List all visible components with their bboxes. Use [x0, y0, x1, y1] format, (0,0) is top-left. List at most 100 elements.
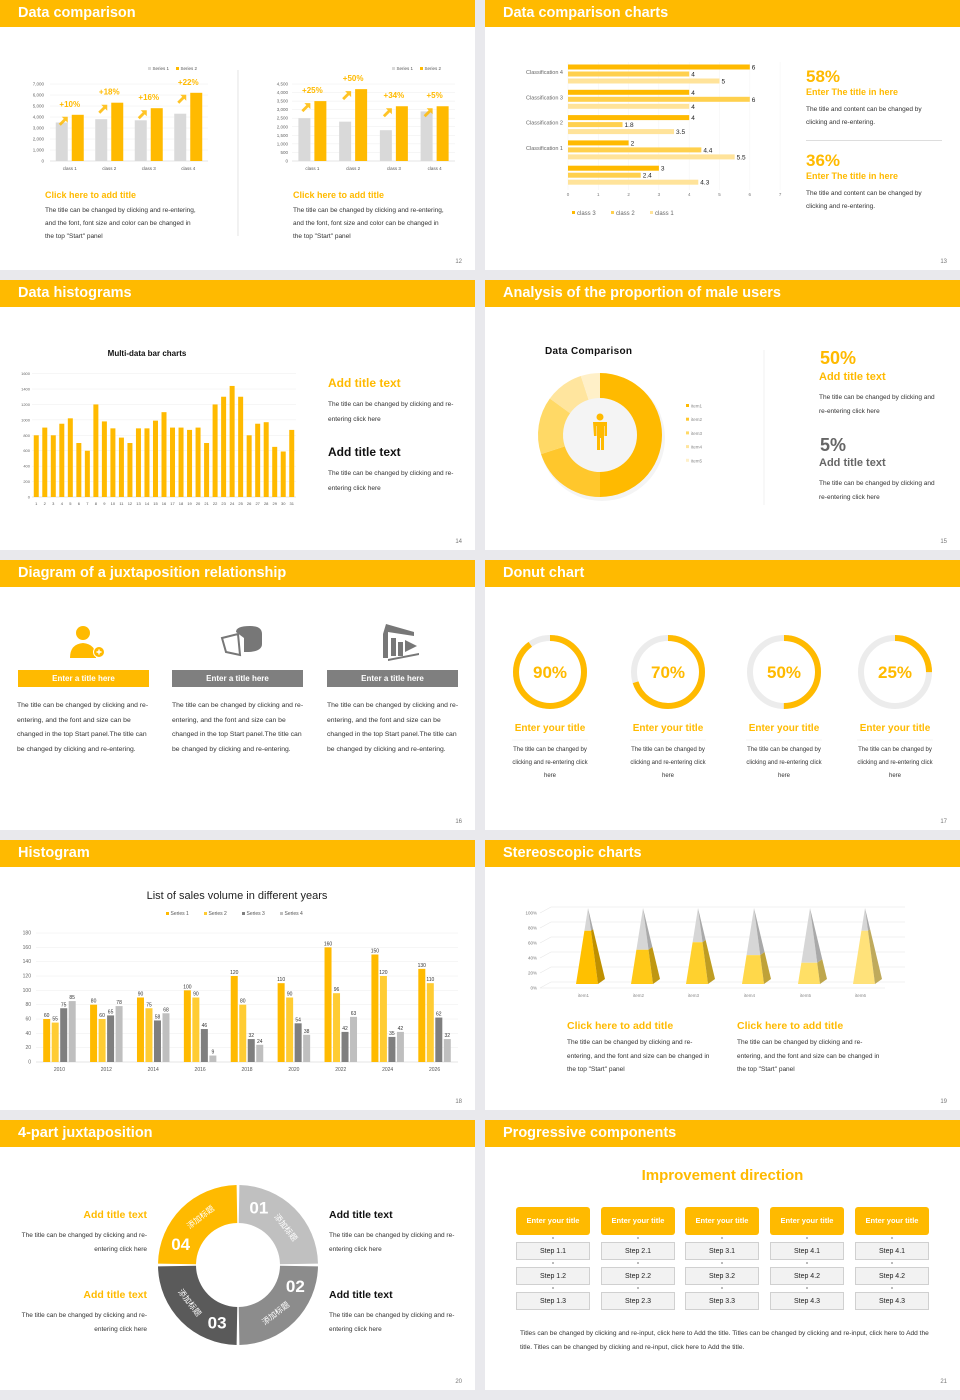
column-body[interactable]: The title can be changed by clicking and…	[327, 702, 459, 753]
item-body[interactable]: The title can be changed by clicking and…	[746, 747, 822, 779]
segment-number: 03	[208, 1313, 227, 1332]
stat-body[interactable]: The title and content can be changed by …	[806, 106, 922, 126]
connector-dot	[806, 1287, 808, 1289]
growth-annotation: +10%	[59, 100, 80, 109]
block-body[interactable]: The title can be changed by clicking and…	[329, 1312, 455, 1333]
block-title[interactable]: Add title text	[83, 1289, 147, 1301]
column-title-button[interactable]: Enter your title	[685, 1207, 759, 1235]
bar	[568, 147, 702, 153]
item-body[interactable]: The title can be changed by clicking and…	[630, 747, 706, 779]
block-title[interactable]: Add title text	[83, 1209, 147, 1221]
block-title[interactable]: Click here to add title	[293, 190, 385, 200]
block-title[interactable]: Click here to add title	[45, 190, 137, 200]
gridline	[539, 936, 905, 944]
stat-title[interactable]: Enter The title in here	[806, 171, 899, 181]
gridline	[539, 981, 905, 989]
step-box[interactable]: Step 4.1	[770, 1242, 844, 1260]
bar	[289, 429, 295, 497]
column-body[interactable]: The title can be changed by clicking and…	[17, 702, 149, 753]
x-tick-label: 19	[187, 501, 192, 506]
x-tick-label: item5	[800, 993, 812, 998]
slide-title: Stereoscopic charts	[503, 845, 642, 861]
data-label: 60	[44, 1013, 50, 1019]
step-box[interactable]: Step 1.2	[516, 1267, 590, 1285]
stat-body[interactable]: The title and content can be changed by …	[806, 190, 922, 210]
bar	[55, 122, 68, 161]
stat-title[interactable]: Enter The title in here	[806, 87, 899, 97]
step-box[interactable]: Step 4.2	[855, 1267, 929, 1285]
step-box[interactable]: Step 4.2	[770, 1267, 844, 1285]
step-box[interactable]: Step 1.1	[516, 1242, 590, 1260]
item-title[interactable]: Enter your title	[859, 723, 931, 734]
item-title[interactable]: Enter your title	[748, 723, 820, 734]
column-title-button[interactable]: Enter your title	[770, 1207, 844, 1235]
column-title-button[interactable]: Enter your title	[855, 1207, 929, 1235]
x-tick-label: 24	[230, 501, 235, 506]
item-title[interactable]: Enter your title	[514, 723, 586, 734]
column-body[interactable]: The title can be changed by clicking and…	[172, 702, 304, 753]
step-box[interactable]: Step 4.3	[855, 1292, 929, 1310]
item-body[interactable]: The title can be changed by clicking and…	[857, 747, 933, 779]
step-box[interactable]: Step 3.3	[685, 1292, 759, 1310]
item-body[interactable]: The title can be changed by clicking and…	[512, 747, 588, 779]
block-body[interactable]: The title can be changed by clicking and…	[21, 1312, 147, 1333]
legend-label: Series 1	[397, 66, 414, 71]
column-title-button[interactable]: Enter your title	[601, 1207, 675, 1235]
x-tick-label: class 1	[63, 166, 78, 171]
bar	[568, 154, 735, 160]
step-box[interactable]: Step 3.2	[685, 1267, 759, 1285]
block-body[interactable]: The title can be changed by clicking and…	[21, 1232, 147, 1253]
block-body[interactable]: The title can be changed by clicking and…	[45, 207, 196, 240]
bar	[229, 385, 235, 497]
column-title-button[interactable]: Enter a title here	[327, 670, 458, 687]
block-body[interactable]: The title can be changed by clicking and…	[567, 1039, 710, 1073]
x-tick-label: 7	[779, 192, 782, 197]
block-title[interactable]: Add title text	[329, 1209, 393, 1221]
segment-number: 02	[286, 1277, 305, 1296]
data-label: 110	[426, 977, 434, 983]
slide-header: Progressive components	[485, 1120, 960, 1147]
block-body[interactable]: The title can be changed by clicking and…	[737, 1039, 880, 1073]
block-body[interactable]: The title can be changed by clicking and…	[328, 470, 454, 492]
stat-body[interactable]: The title can be changed by clicking and…	[819, 480, 935, 501]
step-box[interactable]: Step 3.1	[685, 1242, 759, 1260]
x-tick-label: 30	[281, 501, 286, 506]
y-tick-label: 0%	[530, 986, 537, 991]
block-title[interactable]: Click here to add title	[737, 1020, 844, 1032]
stat-title[interactable]: Add title text	[819, 371, 886, 383]
block-title[interactable]: Add title text	[328, 445, 401, 459]
block-title[interactable]: Click here to add title	[567, 1020, 674, 1032]
legend-label: item1	[691, 404, 703, 409]
column-title-button[interactable]: Enter a title here	[172, 670, 303, 687]
step-box[interactable]: Step 2.2	[601, 1267, 675, 1285]
data-label: 120	[379, 970, 388, 976]
y-tick-label: 600	[23, 448, 30, 453]
step-box[interactable]: Step 4.3	[770, 1292, 844, 1310]
data-label: 4	[691, 104, 695, 111]
slide-header: Data histograms	[0, 280, 475, 307]
bar	[256, 1044, 264, 1062]
pyramid-remainder	[861, 908, 868, 931]
pyramid-remainder	[746, 908, 761, 956]
column-title-button[interactable]: Enter your title	[516, 1207, 590, 1235]
block-title[interactable]: Add title text	[328, 376, 401, 390]
block-title[interactable]: Add title text	[329, 1289, 393, 1301]
footnote[interactable]: Titles can be changed by clicking and re…	[520, 1330, 929, 1351]
column-title-button[interactable]: Enter a title here	[18, 670, 149, 687]
stat-title[interactable]: Add title text	[819, 457, 886, 469]
block-body[interactable]: The title can be changed by clicking and…	[329, 1232, 455, 1253]
bar	[286, 997, 294, 1062]
step-box[interactable]: Step 2.3	[601, 1292, 675, 1310]
step-box[interactable]: Step 2.1	[601, 1242, 675, 1260]
bar	[568, 129, 675, 135]
page-number: 18	[455, 1099, 462, 1105]
pyramid-remainder	[801, 908, 818, 963]
block-body[interactable]: The title can be changed by clicking and…	[328, 401, 454, 423]
connector-dot	[891, 1237, 893, 1239]
step-box[interactable]: Step 4.1	[855, 1242, 929, 1260]
block-body[interactable]: The title can be changed by clicking and…	[293, 207, 444, 240]
x-tick-label: 1	[597, 192, 600, 197]
item-title[interactable]: Enter your title	[632, 723, 704, 734]
stat-body[interactable]: The title can be changed by clicking and…	[819, 394, 935, 415]
step-box[interactable]: Step 1.3	[516, 1292, 590, 1310]
